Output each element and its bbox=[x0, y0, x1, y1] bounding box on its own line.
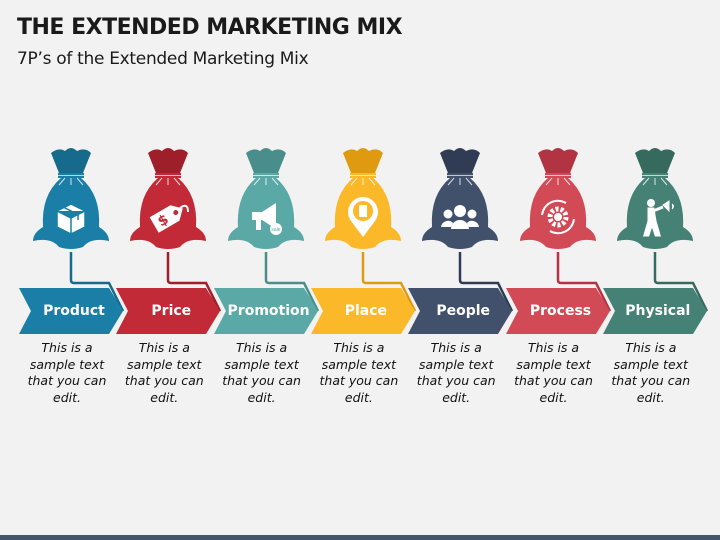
item-description: This is a sample text that you can edit. bbox=[416, 340, 496, 405]
connector-line bbox=[556, 252, 611, 312]
megaphone-icon: sale bbox=[251, 203, 282, 235]
chevron-banner bbox=[19, 288, 123, 334]
mix-item-product: Product This is a sample text that you c… bbox=[19, 140, 125, 405]
gear-cycle-icon bbox=[540, 199, 575, 235]
chevron-banner bbox=[310, 288, 415, 334]
chevron-banner bbox=[408, 288, 513, 334]
mix-item-physical: Physical This is a sample text that you … bbox=[602, 140, 708, 405]
connector-line bbox=[458, 252, 514, 312]
mix-item-people: People This is a sample text that you ca… bbox=[408, 140, 514, 405]
money-bag-icon bbox=[324, 148, 401, 249]
item-label: Place bbox=[344, 303, 388, 319]
mix-item-process: Process This is a sample text that you c… bbox=[505, 140, 611, 405]
connector-line bbox=[653, 252, 708, 312]
chevron-banner bbox=[213, 288, 318, 334]
item-description: This is a sample text that you can edit. bbox=[611, 340, 691, 405]
item-description: This is a sample text that you can edit. bbox=[124, 340, 204, 405]
chevron-banner bbox=[505, 288, 610, 334]
mix-item-place: Place This is a sample text that you can… bbox=[310, 140, 417, 405]
money-bag-icon bbox=[33, 148, 109, 249]
chevron-banner bbox=[602, 288, 707, 334]
connector-line bbox=[361, 252, 417, 312]
svg-text:sale: sale bbox=[271, 227, 280, 233]
item-label: Physical bbox=[625, 303, 691, 319]
box-icon bbox=[56, 203, 86, 235]
mix-item-promotion: sale Promotion This is a sample text tha… bbox=[213, 140, 319, 405]
money-bag-icon: $ bbox=[130, 148, 207, 249]
money-bag-icon bbox=[422, 148, 499, 249]
price-tag-icon: $ bbox=[149, 204, 190, 233]
item-description: This is a sample text that you can edit. bbox=[319, 340, 399, 405]
item-label: Price bbox=[151, 303, 192, 319]
item-label: People bbox=[436, 303, 491, 319]
people-icon bbox=[441, 205, 480, 229]
mix-item-price: $ Price This is a sample text that you c… bbox=[116, 140, 222, 405]
connector-line bbox=[264, 252, 319, 312]
person-speaking-icon bbox=[642, 199, 674, 237]
item-description: This is a sample text that you can edit. bbox=[27, 340, 107, 405]
page-subtitle: 7P’s of the Extended Marketing Mix bbox=[17, 49, 309, 69]
money-bag-icon bbox=[616, 148, 693, 249]
item-label: Process bbox=[529, 303, 592, 319]
item-label: Promotion bbox=[227, 303, 310, 319]
footer-bar bbox=[0, 535, 720, 540]
item-description: This is a sample text that you can edit. bbox=[514, 340, 593, 405]
money-bag-icon bbox=[519, 148, 596, 249]
page-title: THE EXTENDED MARKETING MIX bbox=[17, 15, 403, 40]
item-label: Product bbox=[43, 303, 105, 319]
money-bag-icon: sale bbox=[227, 148, 304, 249]
connector-line bbox=[69, 252, 125, 312]
item-description: This is a sample text that you can edit. bbox=[222, 340, 301, 405]
chevron-banner bbox=[116, 288, 221, 334]
connector-line bbox=[167, 252, 222, 312]
location-pin-icon bbox=[347, 197, 378, 237]
